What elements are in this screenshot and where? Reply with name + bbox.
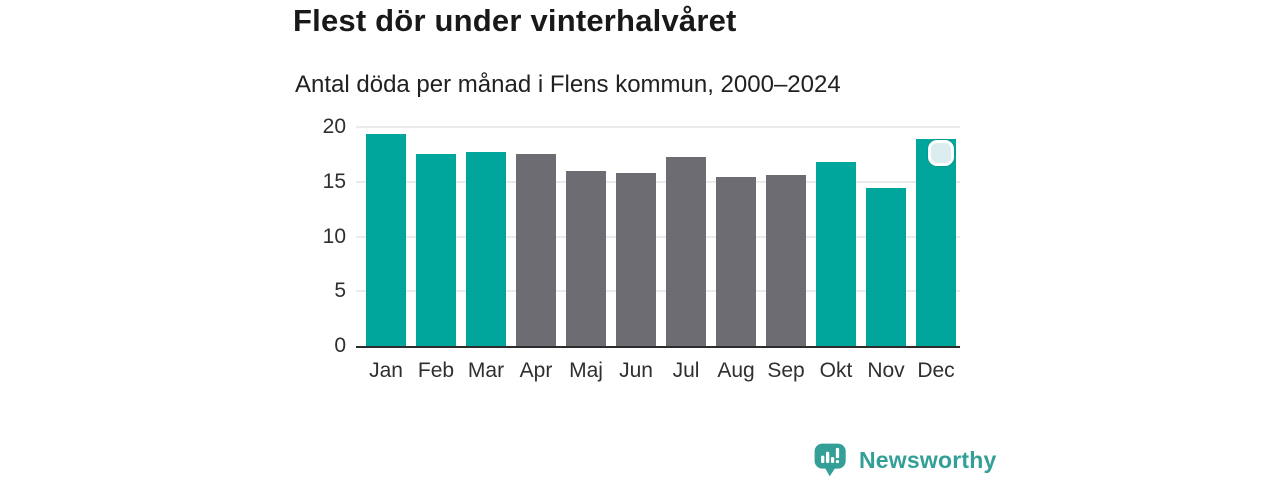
bar-sep xyxy=(766,175,806,346)
x-tick-nov: Nov xyxy=(867,359,905,382)
bar-aug xyxy=(716,177,756,346)
x-axis: Jan Feb Mar Apr Maj Jun Jul Aug Sep Okt Nov Dec xyxy=(356,358,960,388)
bar-dec xyxy=(916,139,956,346)
y-tick-5: 5 xyxy=(334,279,346,303)
gridline-5 xyxy=(356,290,960,293)
gridline-20 xyxy=(356,126,960,128)
x-tick-jan: Jan xyxy=(369,359,403,382)
y-tick-0: 0 xyxy=(334,334,346,357)
y-tick-15: 15 xyxy=(322,169,346,193)
x-tick-okt: Okt xyxy=(819,359,853,382)
x-tick-mar: Mar xyxy=(467,359,505,382)
y-tick-20: 20 xyxy=(322,115,346,138)
x-tick-feb: Feb xyxy=(417,359,455,382)
y-tick-10: 10 xyxy=(322,224,346,248)
x-tick-apr: Apr xyxy=(519,359,553,382)
newsworthy-bubble-chart-icon xyxy=(814,443,846,477)
chart-subtitle: Antal döda per månad i Flens kommun, 200… xyxy=(295,71,841,98)
y-axis: 0 5 10 15 20 xyxy=(280,115,346,357)
bar-feb xyxy=(416,154,456,346)
plot-area xyxy=(356,126,960,348)
bar-okt xyxy=(816,162,856,346)
bar-jun xyxy=(616,173,656,346)
bar-jul xyxy=(666,156,706,346)
bar-mar xyxy=(466,152,506,346)
x-tick-aug: Aug xyxy=(717,359,755,382)
bar-nov xyxy=(866,188,906,346)
x-tick-sep: Sep xyxy=(767,359,805,382)
bar-jan xyxy=(366,133,406,346)
newsworthy-logo[interactable]: Newsworthy xyxy=(812,442,996,478)
x-tick-jun: Jun xyxy=(619,359,653,382)
selection-handle[interactable] xyxy=(928,140,954,166)
bar-apr xyxy=(516,154,556,346)
x-tick-dec: Dec xyxy=(917,359,955,382)
x-tick-jul: Jul xyxy=(672,359,700,382)
gridline-15 xyxy=(356,180,960,183)
newsworthy-logo-text: Newsworthy xyxy=(859,446,997,473)
gridline-10 xyxy=(356,235,960,238)
x-tick-maj: Maj xyxy=(569,359,603,382)
chart-title: Flest dör under vinterhalvåret xyxy=(293,3,737,38)
bar-maj xyxy=(566,170,606,346)
